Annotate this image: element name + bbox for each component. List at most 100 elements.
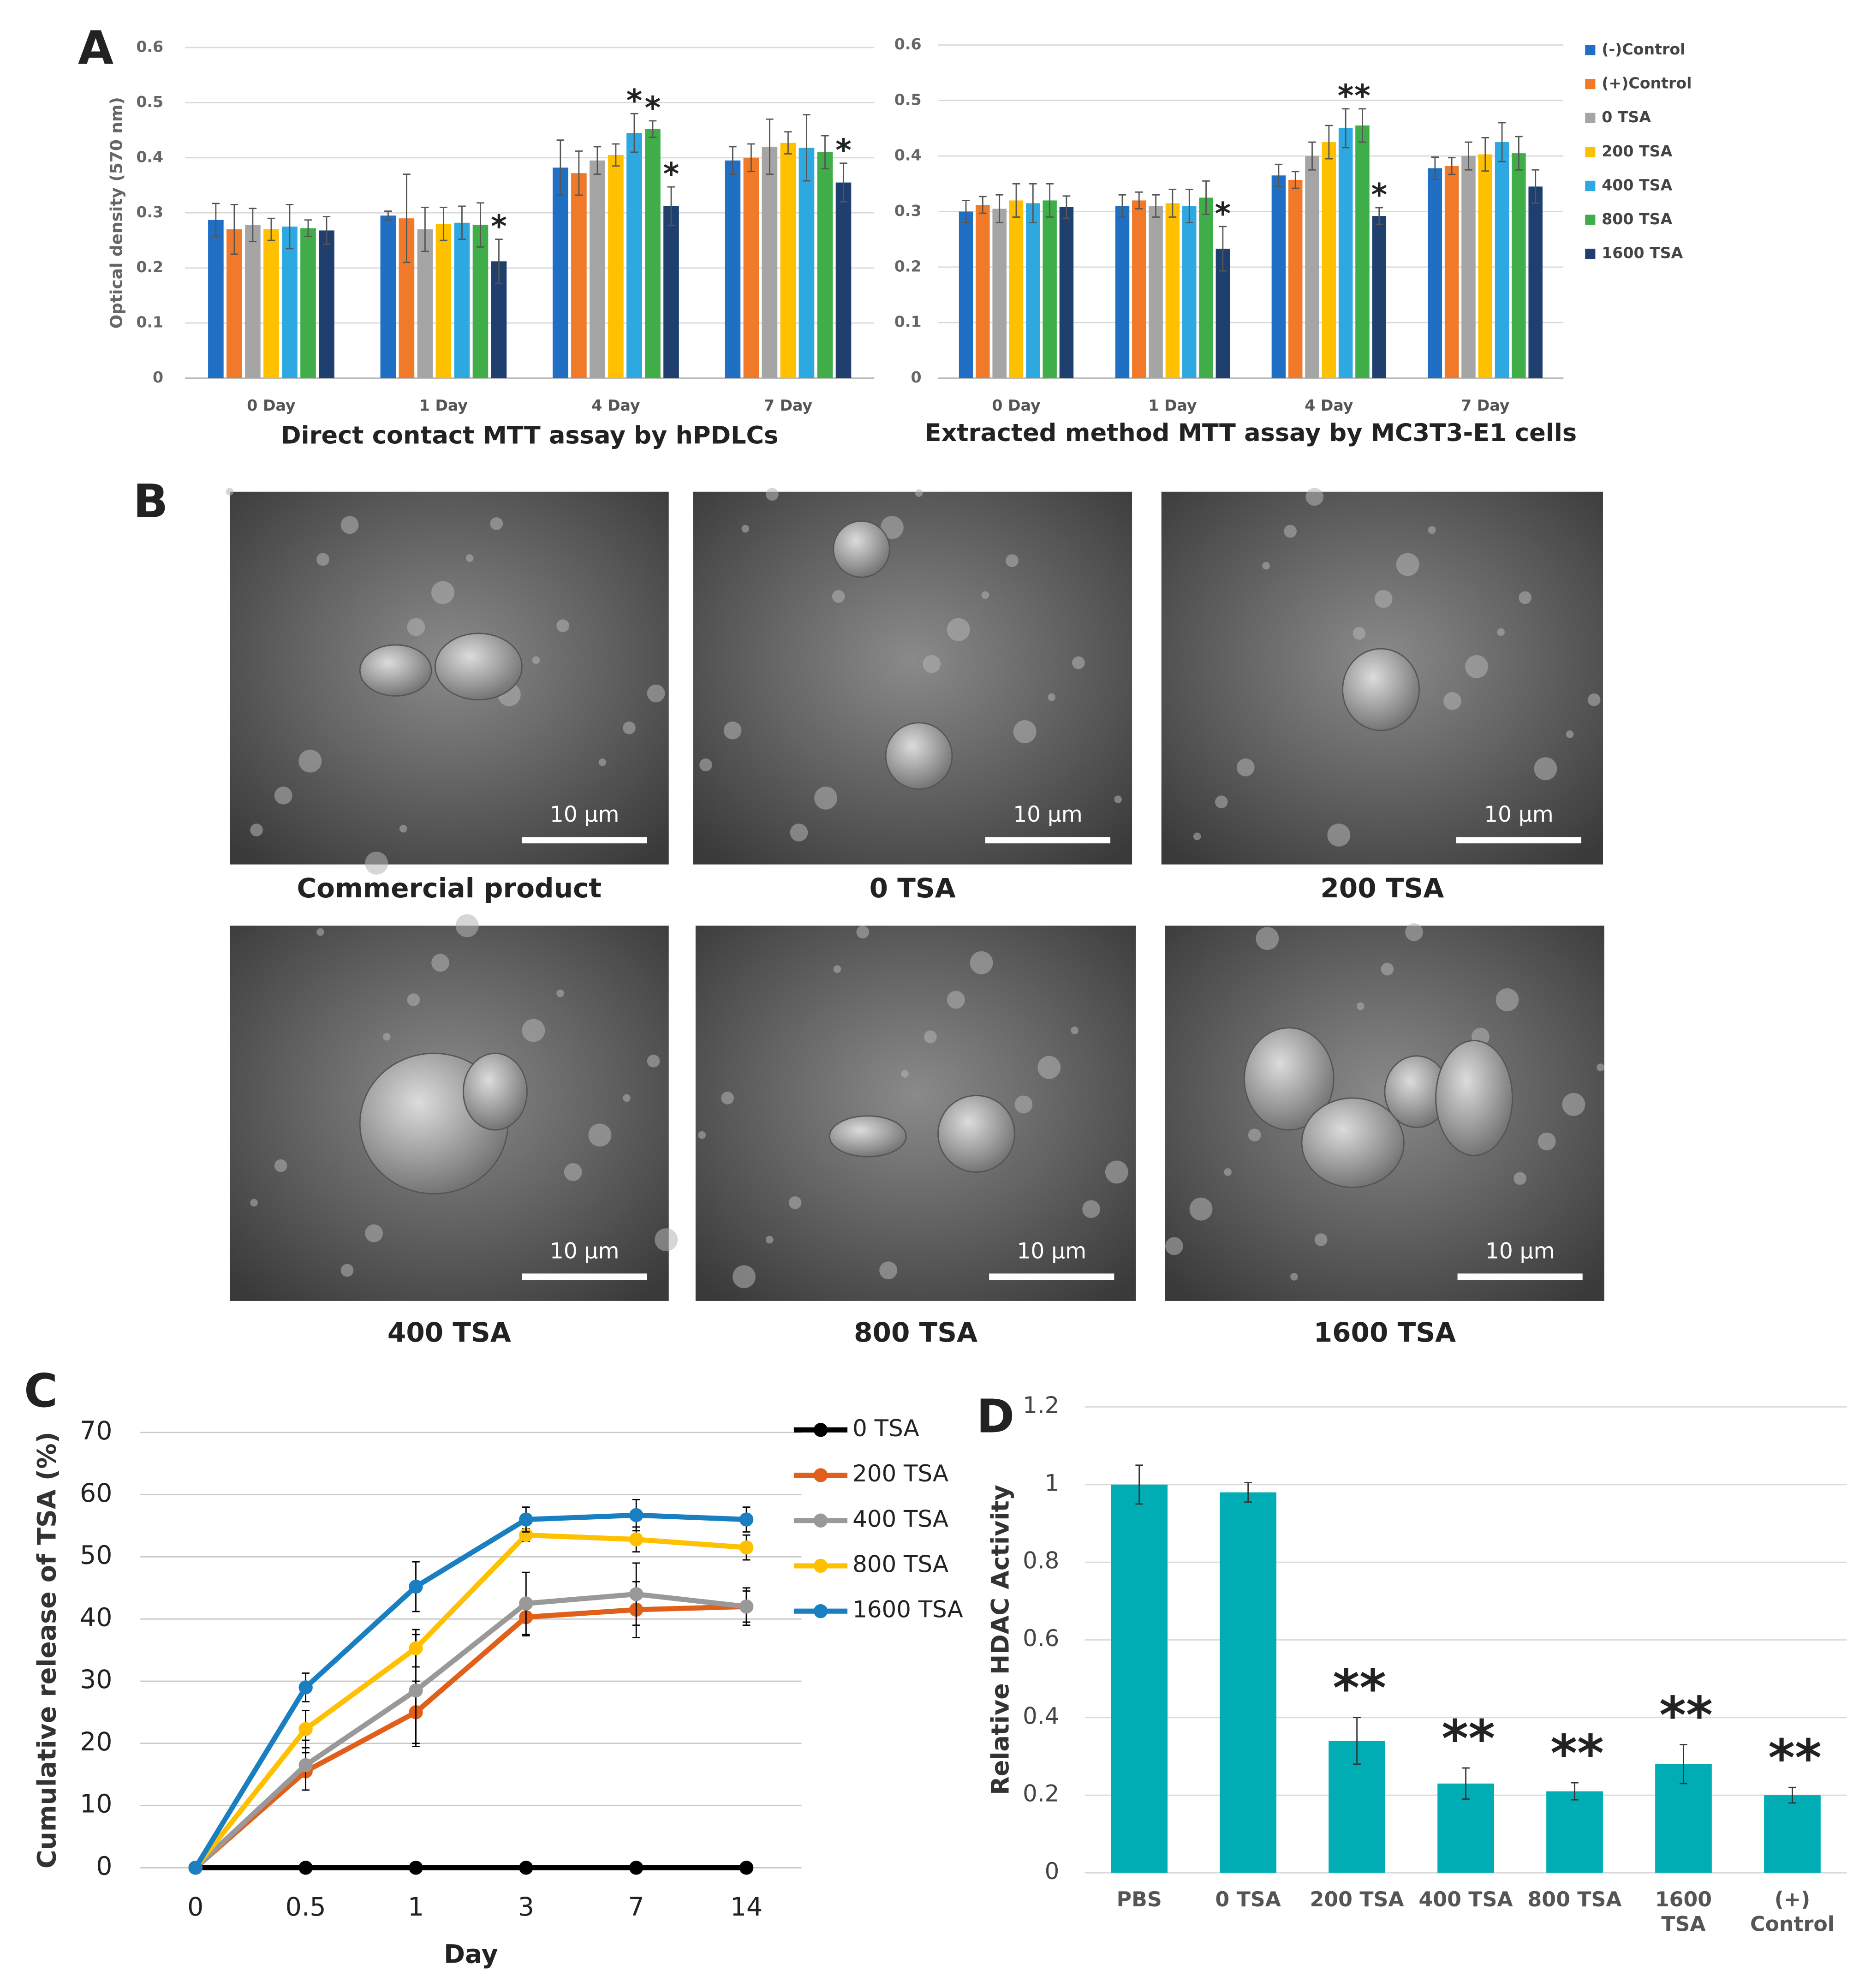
particle xyxy=(1105,1160,1128,1184)
particle xyxy=(947,618,970,641)
x-tick-label: 200 TSA xyxy=(1310,1888,1405,1911)
bar xyxy=(1288,179,1303,378)
micrograph-caption: 200 TSA xyxy=(1320,872,1444,904)
particle xyxy=(1597,1063,1604,1071)
bar xyxy=(380,215,396,378)
y-tick-label: 0.5 xyxy=(894,90,922,108)
legend-marker xyxy=(813,1468,828,1482)
particle xyxy=(647,684,665,703)
x-tick-label: PBS xyxy=(1117,1888,1162,1911)
error-bar xyxy=(1062,195,1071,219)
error-bar xyxy=(1168,188,1177,218)
error-bar xyxy=(1431,156,1439,180)
significance-label: * xyxy=(835,132,852,168)
particle xyxy=(766,1236,774,1244)
y-tick-label: 0.1 xyxy=(136,313,163,331)
legend-label: 200 TSA xyxy=(1602,142,1672,160)
bar xyxy=(1444,166,1459,378)
error-bar xyxy=(1462,1767,1470,1800)
bar xyxy=(208,220,224,378)
y-tick-label: 70 xyxy=(80,1416,112,1446)
x-axis-label: Direct contact MTT assay by hPDLCs xyxy=(281,421,778,449)
legend-label: 400 TSA xyxy=(852,1505,948,1532)
scale-bar-label: 10 µm xyxy=(1017,1238,1086,1264)
point xyxy=(629,1532,644,1546)
point xyxy=(409,1861,423,1875)
y-tick-label: 10 xyxy=(80,1790,112,1819)
cell xyxy=(462,1052,528,1131)
particle xyxy=(1082,1200,1100,1218)
cell xyxy=(833,520,890,578)
error-bar xyxy=(1359,108,1366,143)
particle xyxy=(721,1092,734,1104)
particle xyxy=(1048,693,1056,701)
error-bar xyxy=(1291,171,1299,189)
point xyxy=(629,1587,644,1601)
particle xyxy=(455,914,479,937)
particle xyxy=(522,1019,545,1042)
error-bar xyxy=(458,205,466,240)
chart: 0 0.1 0.2 0.3 0.4 0.5 0.6 Extracted method MTT … xyxy=(894,35,1692,447)
particle xyxy=(623,1094,631,1102)
bar xyxy=(472,225,489,378)
bar xyxy=(590,160,605,378)
y-tick-label: 0.4 xyxy=(894,146,922,164)
error-bar xyxy=(1788,1786,1796,1804)
bar xyxy=(1512,153,1526,378)
particle xyxy=(647,1054,660,1068)
error-bar xyxy=(1325,125,1333,160)
particle xyxy=(1405,923,1423,941)
particle xyxy=(741,525,750,533)
bar xyxy=(571,173,587,378)
error-bar xyxy=(667,186,675,227)
x-tick-label: 0 TSA xyxy=(1215,1888,1281,1911)
cell xyxy=(1244,1027,1335,1131)
error-bar xyxy=(1029,183,1037,223)
bar xyxy=(1372,216,1387,378)
legend-marker xyxy=(813,1513,828,1528)
particle xyxy=(1262,561,1270,570)
point xyxy=(298,1861,313,1875)
particle xyxy=(564,1163,582,1181)
bar xyxy=(1355,125,1370,378)
error-bar xyxy=(962,200,970,223)
panel-label: B xyxy=(133,475,168,528)
particle xyxy=(340,1264,354,1277)
error-bar xyxy=(593,146,602,175)
legend-swatch xyxy=(1585,180,1596,191)
bar xyxy=(319,230,334,378)
point xyxy=(519,1512,533,1527)
particle xyxy=(1381,962,1394,976)
micrograph-caption: Commercial product xyxy=(297,872,602,904)
particle xyxy=(1465,655,1488,678)
error-bar xyxy=(1219,226,1227,272)
legend-label: 800 TSA xyxy=(852,1551,948,1577)
point xyxy=(739,1512,754,1527)
x-tick-label: 3 xyxy=(518,1892,534,1922)
bar xyxy=(282,227,298,378)
y-axis-label: Relative HDAC Activity xyxy=(987,1485,1015,1795)
bar xyxy=(1199,197,1213,378)
particle xyxy=(1215,795,1228,808)
particle xyxy=(1519,591,1532,604)
legend-swatch xyxy=(1585,45,1596,55)
significance-label: ** xyxy=(1333,1659,1386,1718)
particle xyxy=(915,489,923,497)
micrograph-caption: 1600 TSA xyxy=(1314,1317,1456,1348)
point xyxy=(409,1683,423,1698)
particle xyxy=(383,1033,391,1041)
bar xyxy=(1338,128,1353,378)
particle xyxy=(298,749,322,773)
chart: 0 0.1 0.2 0.3 0.4 0.5 0.6 Optical density (570 … xyxy=(107,37,875,449)
bar xyxy=(1478,154,1493,378)
error-bar xyxy=(979,196,987,214)
particle xyxy=(598,758,607,766)
cell xyxy=(1435,1040,1513,1156)
bar xyxy=(817,152,833,378)
significance-label: * xyxy=(1215,196,1231,232)
particle xyxy=(1566,730,1574,738)
significance-label: * xyxy=(491,208,507,244)
micrograph-caption: 0 TSA xyxy=(870,872,956,904)
x-tick-label: 1 Day xyxy=(419,396,468,414)
error-bar xyxy=(803,114,810,182)
